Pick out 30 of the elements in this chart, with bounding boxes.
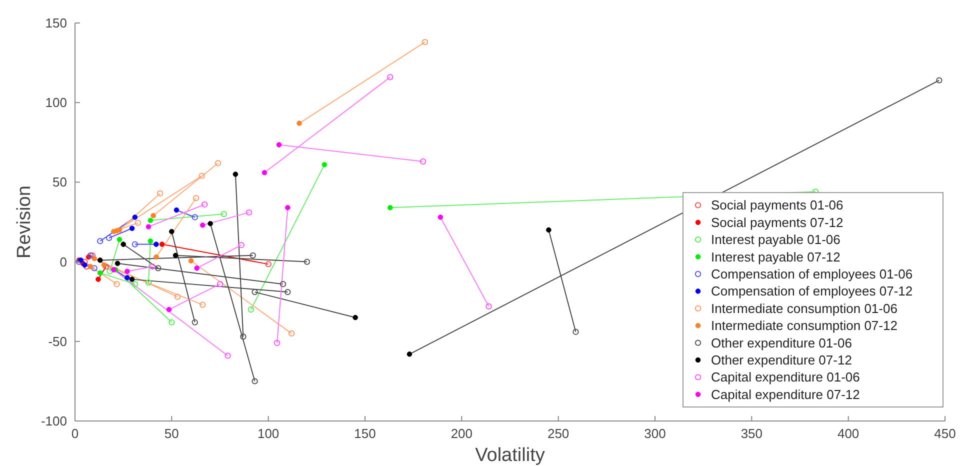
x-tick-label: 250 <box>547 426 570 441</box>
legend-label: Social payments 01-06 <box>711 198 844 213</box>
legend-label: Other expenditure 07-12 <box>711 352 852 368</box>
legend-label: Social payments 07-12 <box>711 214 844 230</box>
legend-label: Intermediate consumption 01-06 <box>711 300 898 316</box>
x-tick-label: 200 <box>450 426 473 441</box>
x-tick-label: 450 <box>934 426 956 441</box>
x-tick-label: 100 <box>257 426 280 441</box>
x-axis-title: Volatility <box>475 445 546 466</box>
legend-label: Capital expenditure 07-12 <box>711 386 860 402</box>
y-tick-label: 100 <box>45 95 67 110</box>
x-tick-label: 400 <box>837 426 860 441</box>
legend-label: Other expenditure 01-06 <box>711 335 852 350</box>
x-tick-label: 50 <box>164 426 179 441</box>
legend-label: Interest payable 07-12 <box>711 249 840 264</box>
x-tick-label: 150 <box>354 426 376 441</box>
y-tick-label: 150 <box>45 16 67 30</box>
legend-label: Interest payable 01-06 <box>711 232 840 248</box>
y-tick-label: -50 <box>48 334 67 349</box>
y-axis-title: Revision <box>14 186 35 258</box>
y-tick-label: 50 <box>52 174 67 190</box>
legend-label: Compensation of employees 07-12 <box>711 284 913 299</box>
y-tick-label: -100 <box>40 414 67 428</box>
legend-label: Intermediate consumption 07-12 <box>711 318 898 334</box>
x-tick-label: 300 <box>644 426 666 441</box>
x-tick-label: 350 <box>740 426 763 441</box>
x-tick-label: 0 <box>71 426 79 441</box>
y-tick-label: 0 <box>60 254 67 270</box>
legend-label: Compensation of employees 01-06 <box>711 266 913 282</box>
legend-label: Capital expenditure 01-06 <box>711 370 860 385</box>
